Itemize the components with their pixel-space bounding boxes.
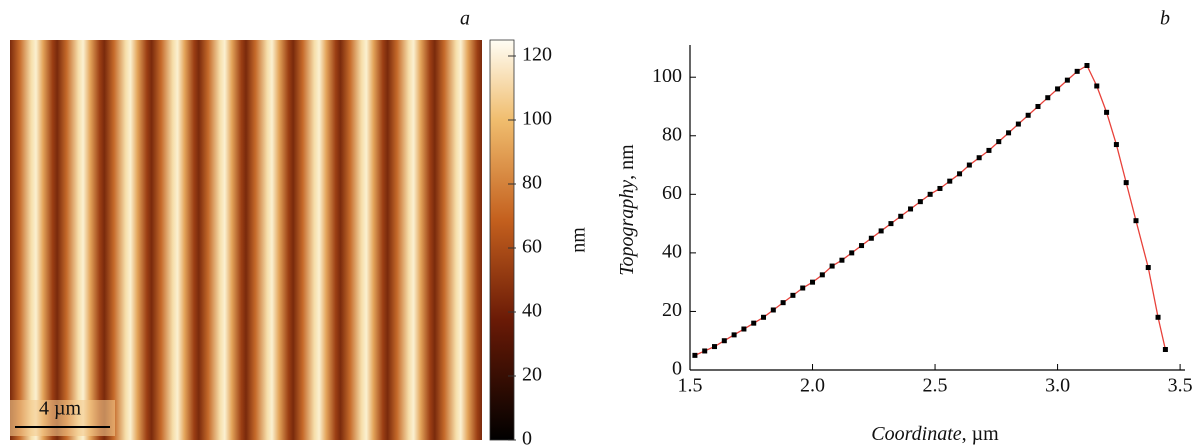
x-tick-label: 2.0 [800,375,825,397]
marker [976,155,982,161]
marker [702,348,708,354]
marker [966,162,972,168]
y-axis-label-unit: , nm [616,144,638,180]
marker [1064,77,1070,83]
marker [780,300,786,306]
marker [986,147,992,153]
marker [1155,314,1161,320]
marker [829,263,835,269]
marker [741,326,747,332]
marker [859,243,865,249]
x-tick-label: 2.5 [923,375,948,397]
marker [721,338,727,344]
marker [1035,103,1041,109]
marker [1094,83,1100,89]
marker [1104,109,1110,115]
colorbar-tick-label: 120 [522,44,552,66]
y-tick-label: 0 [672,358,682,380]
colorbar-tick-label: 60 [522,236,542,258]
marker [917,199,923,205]
marker [751,320,757,326]
marker [790,292,796,298]
marker [1006,130,1012,136]
line [694,64,1167,356]
colorbar-label: nm [568,227,590,253]
marker [849,250,855,256]
marker [692,352,698,358]
marker [810,279,816,285]
marker [898,213,904,219]
y-tick-label: 20 [662,299,682,321]
y-axis-label: Topography, nm [616,144,638,276]
marker [1123,180,1129,186]
colorbar-tick-label: 100 [522,108,552,130]
marker [819,272,825,278]
colorbar-tick-label: 20 [522,364,542,386]
marker [878,228,884,234]
colorbar-tick-label: 80 [522,172,542,194]
marker [996,139,1002,145]
y-tick-label: 80 [662,123,682,145]
marker [908,206,914,212]
x-axis-label: Coordinate, µm [871,423,999,445]
marker [770,307,776,313]
marker [868,235,874,241]
marker [761,314,767,320]
marker [1133,218,1139,224]
y-axis-label-name: Topography [616,180,638,276]
marker [947,178,953,184]
x-tick-label: 3.0 [1045,375,1070,397]
marker [1015,121,1021,127]
marker [937,185,943,191]
marker [1113,142,1119,148]
marker [839,257,845,263]
y-tick-label: 100 [652,65,682,87]
marker [1055,86,1061,92]
marker [800,285,806,291]
panel-label: b [1160,8,1170,30]
x-axis-label-unit: , µm [962,423,1000,445]
x-tick-label: 3.5 [1168,375,1193,397]
colorbar-tick-label: 40 [522,300,542,322]
marker [927,191,933,197]
marker [1074,68,1080,74]
scale-bar-label: 4 µm [39,398,82,420]
panel-label: a [460,8,470,30]
y-tick-label: 40 [662,240,682,262]
marker [1162,347,1168,353]
marker [1084,62,1090,68]
colorbar [489,39,515,441]
marker [731,332,737,338]
x-tick-label: 1.5 [678,375,703,397]
marker [712,344,718,350]
marker [1145,265,1151,271]
marker [888,221,894,227]
x-axis-label-name: Coordinate [871,423,961,445]
marker [957,171,963,177]
afm-image [10,40,482,440]
scale-bar-bg [10,400,115,436]
colorbar-tick-label: 0 [522,428,532,448]
y-tick-label: 60 [662,182,682,204]
marker [1045,95,1051,101]
marker [1025,112,1031,118]
